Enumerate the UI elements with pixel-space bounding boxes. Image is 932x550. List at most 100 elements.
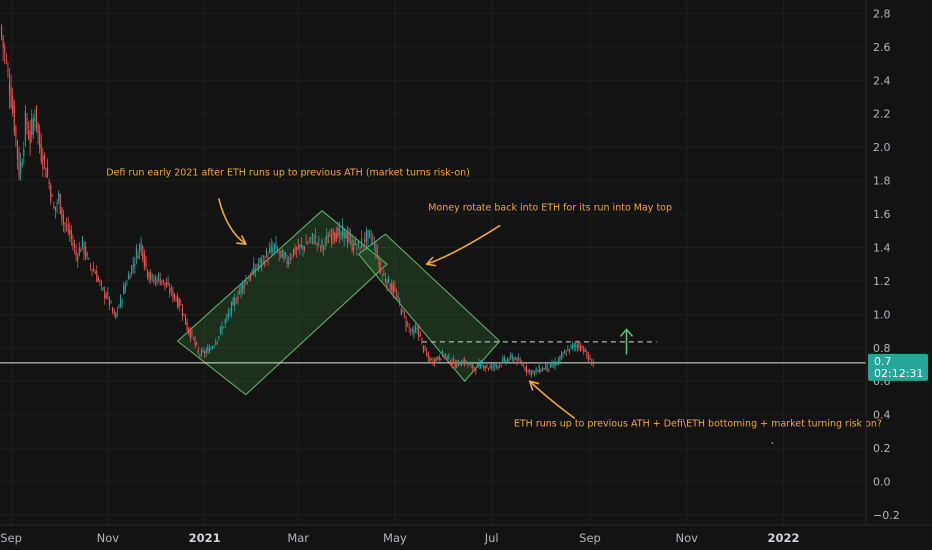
candle-body: [215, 341, 217, 345]
candle-body: [1, 25, 3, 37]
candle-body: [369, 230, 371, 237]
candle-body: [411, 329, 413, 331]
candle-body: [18, 151, 20, 178]
candle-body: [80, 249, 82, 252]
candle-body: [435, 357, 437, 361]
candle-body: [85, 246, 87, 258]
candle-body: [426, 351, 428, 355]
candle-body: [330, 235, 333, 242]
candle-body: [256, 264, 258, 267]
candle-body: [150, 272, 152, 281]
candle-body: [326, 234, 328, 240]
candle-body: [502, 358, 504, 363]
candle-body: [345, 232, 347, 239]
candle-body: [510, 354, 512, 358]
candle-body: [107, 292, 109, 295]
candle-body: [419, 334, 421, 337]
candle-body: [67, 224, 69, 232]
candle-body: [338, 227, 340, 236]
candle-body: [27, 130, 30, 139]
candle-body: [102, 287, 104, 290]
candle-body: [503, 357, 505, 362]
candle-body: [223, 327, 225, 328]
candle-body: [305, 242, 307, 244]
candle-body: [570, 344, 572, 348]
candle-body: [343, 228, 345, 239]
candle-body: [508, 359, 510, 361]
candle-body: [240, 284, 242, 293]
candle-body: [511, 355, 513, 360]
candle-body: [292, 248, 294, 256]
candle-body: [39, 131, 41, 149]
candle-body: [254, 268, 256, 273]
candle-body: [238, 291, 241, 295]
candle-body: [549, 362, 551, 368]
candle-body: [70, 230, 72, 239]
candle-body: [205, 350, 207, 354]
candle-body: [104, 290, 106, 299]
candle-body: [248, 279, 250, 281]
candle-body: [296, 248, 298, 250]
candle-body: [568, 349, 570, 352]
candle-body: [113, 311, 115, 314]
candle-body: [242, 281, 244, 291]
candle-body: [565, 354, 567, 355]
candle-body: [129, 275, 131, 280]
candle-body: [165, 283, 168, 288]
candle-body: [159, 277, 161, 285]
candle-body: [45, 168, 47, 178]
candle-body: [576, 344, 578, 347]
candle-body: [495, 365, 497, 367]
annotation-text-3: ETH runs up to previous ATH + Defi\ETH b…: [514, 418, 882, 429]
candle-body: [100, 282, 103, 285]
candle-body: [449, 360, 452, 365]
candle-body: [15, 126, 17, 138]
candle-body: [554, 360, 556, 367]
candle-body: [153, 280, 155, 283]
candle-body: [156, 279, 158, 284]
candle-body: [135, 248, 137, 257]
candle-body: [481, 363, 483, 366]
candle-body: [167, 281, 169, 285]
candle-body: [211, 346, 214, 349]
candle-body: [175, 298, 177, 301]
candle-body: [88, 258, 90, 259]
candle-body: [58, 192, 60, 201]
candle-body: [53, 205, 55, 209]
candle-body: [513, 358, 515, 362]
candle-body: [486, 365, 488, 368]
candle-body: [257, 264, 260, 267]
candle-body: [61, 207, 63, 220]
candle-body: [546, 364, 548, 370]
candle-body: [522, 365, 524, 367]
candle-body: [264, 260, 266, 265]
candle-body: [468, 364, 471, 366]
candle-body: [59, 194, 61, 214]
candle-body: [470, 363, 472, 366]
candle-body: [29, 130, 31, 145]
x-axis[interactable]: Sep Nov 2021 Mar May Jul Sep Nov 2022: [0, 531, 799, 545]
candle-body: [273, 244, 275, 249]
candle-body: [66, 225, 68, 227]
candle-body: [105, 294, 107, 299]
candle-body: [327, 240, 329, 243]
candle-body: [169, 288, 171, 293]
candle-body: [464, 359, 466, 366]
candle-body: [467, 364, 469, 366]
candle-body: [403, 313, 406, 316]
candle-body: [370, 237, 372, 240]
candle-body: [281, 249, 283, 258]
candle-body: [342, 226, 344, 236]
candle-body: [89, 265, 91, 267]
candle-body: [35, 105, 38, 129]
y-tick-label: 0.4: [873, 409, 891, 422]
x-tick-label: Nov: [676, 531, 699, 545]
candle-body: [318, 238, 320, 241]
candle-body: [334, 232, 336, 240]
x-tick-label: Nov: [97, 531, 120, 545]
candle-body: [286, 258, 288, 265]
y-tick-label: −0.2: [873, 509, 900, 522]
candle-body: [42, 156, 44, 170]
